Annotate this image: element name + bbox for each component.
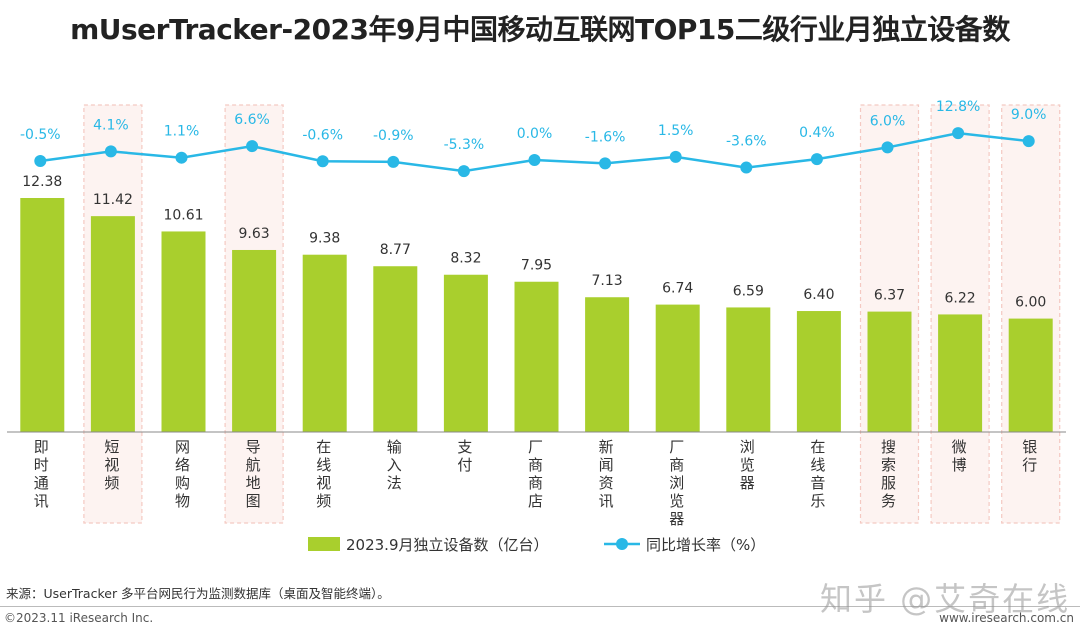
bar-value-label: 12.38 — [22, 174, 62, 190]
growth-point — [528, 154, 541, 166]
site-url: www.iresearch.com.cn — [939, 611, 1074, 625]
bar — [443, 274, 488, 432]
bar-value-label: 6.22 — [945, 290, 976, 306]
source-note: 来源：UserTracker 多平台网民行为监测数据库（桌面及智能终端）。 — [6, 586, 390, 601]
category-label: 厂商浏览器 — [669, 438, 684, 528]
growth-value-label: -0.6% — [302, 127, 343, 143]
category-label: 即时通讯 — [34, 438, 49, 510]
bar-value-label: 8.77 — [380, 242, 411, 258]
bar — [514, 281, 559, 432]
category-label: 浏览器 — [740, 438, 755, 492]
category-label: 支付 — [457, 438, 472, 474]
footer-divider — [0, 606, 1080, 607]
growth-point — [316, 155, 329, 168]
bar — [796, 311, 841, 432]
highlight-box — [930, 104, 990, 524]
growth-point — [810, 153, 823, 166]
legend-line-label: 同比增长率（%） — [646, 536, 765, 554]
chart-title: mUserTracker-2023年9月中国移动互联网TOP15二级行业月独立设… — [70, 13, 1010, 46]
legend-line-marker — [616, 538, 628, 550]
legend-bar-swatch — [308, 537, 340, 551]
bar — [20, 198, 65, 432]
category-label: 输入法 — [387, 438, 402, 492]
growth-value-label: 0.4% — [799, 125, 835, 141]
category-label: 银行 — [1022, 438, 1037, 474]
watermark: 知乎 @艾奇在线 — [820, 580, 1071, 618]
bar-value-label: 10.61 — [163, 207, 203, 223]
bar-value-label: 8.32 — [450, 251, 481, 267]
copyright: ©2023.11 iResearch Inc. — [4, 611, 154, 625]
highlight-box — [1001, 104, 1061, 524]
category-label: 在线音乐 — [810, 438, 825, 510]
category-label: 在线视频 — [316, 438, 331, 510]
bar-value-label: 6.37 — [874, 288, 905, 304]
growth-point — [669, 150, 682, 163]
growth-value-label: 6.6% — [234, 112, 270, 128]
bar — [302, 254, 347, 432]
growth-point — [104, 145, 117, 158]
category-label: 微博 — [952, 438, 967, 474]
category-label: 厂商商店 — [528, 438, 543, 510]
chart: 12.38 11.42 10.61 9.63 9.38 8.77 8.32 7.95 7.13 6… — [7, 99, 1066, 554]
bar — [938, 314, 983, 432]
growth-value-label: -1.6% — [585, 129, 626, 145]
growth-point — [34, 155, 47, 168]
growth-point — [740, 161, 753, 174]
bar-value-label: 11.42 — [93, 192, 133, 208]
category-label: 短视频 — [104, 438, 119, 492]
legend-bar-label: 2023.9月独立设备数（亿台） — [346, 536, 549, 554]
growth-point — [1022, 135, 1035, 148]
bar — [867, 311, 912, 432]
growth-value-label: 4.1% — [93, 117, 129, 133]
bar — [90, 216, 135, 432]
growth-value-label: -0.5% — [20, 127, 61, 143]
bar-value-label: 7.95 — [521, 258, 552, 274]
bar — [373, 266, 418, 432]
growth-value-label: 12.8% — [936, 99, 980, 115]
bar-value-label: 6.00 — [1015, 295, 1046, 311]
category-label: 搜索服务 — [881, 438, 896, 510]
category-label: 网络购物 — [175, 438, 190, 510]
growth-value-label: 1.1% — [164, 124, 200, 140]
bar — [655, 304, 700, 432]
growth-point — [387, 155, 400, 168]
growth-point — [599, 157, 612, 170]
growth-point — [175, 151, 188, 164]
bar — [161, 231, 206, 432]
bar-value-label: 6.59 — [733, 283, 764, 299]
bar — [232, 249, 277, 432]
growth-point — [881, 141, 894, 154]
growth-value-label: 0.0% — [517, 126, 553, 142]
bar — [726, 307, 771, 432]
bar-value-label: 6.74 — [662, 281, 693, 297]
bar-value-label: 7.13 — [592, 273, 623, 289]
category-label: 导航地图 — [246, 438, 261, 510]
growth-point — [246, 140, 259, 153]
bar — [1008, 318, 1053, 432]
growth-value-label: -0.9% — [373, 128, 414, 144]
growth-point — [952, 127, 965, 140]
bar — [585, 297, 630, 432]
bar-value-label: 9.63 — [239, 226, 270, 242]
growth-value-label: -3.6% — [726, 134, 767, 150]
growth-point — [457, 165, 470, 178]
growth-value-label: 1.5% — [658, 123, 694, 139]
bar-value-label: 9.38 — [309, 231, 340, 247]
growth-value-label: 6.0% — [870, 113, 906, 129]
bar-value-label: 6.40 — [803, 287, 834, 303]
category-label: 新闻资讯 — [599, 438, 614, 510]
growth-value-label: -5.3% — [444, 137, 485, 153]
growth-value-label: 9.0% — [1011, 107, 1047, 123]
